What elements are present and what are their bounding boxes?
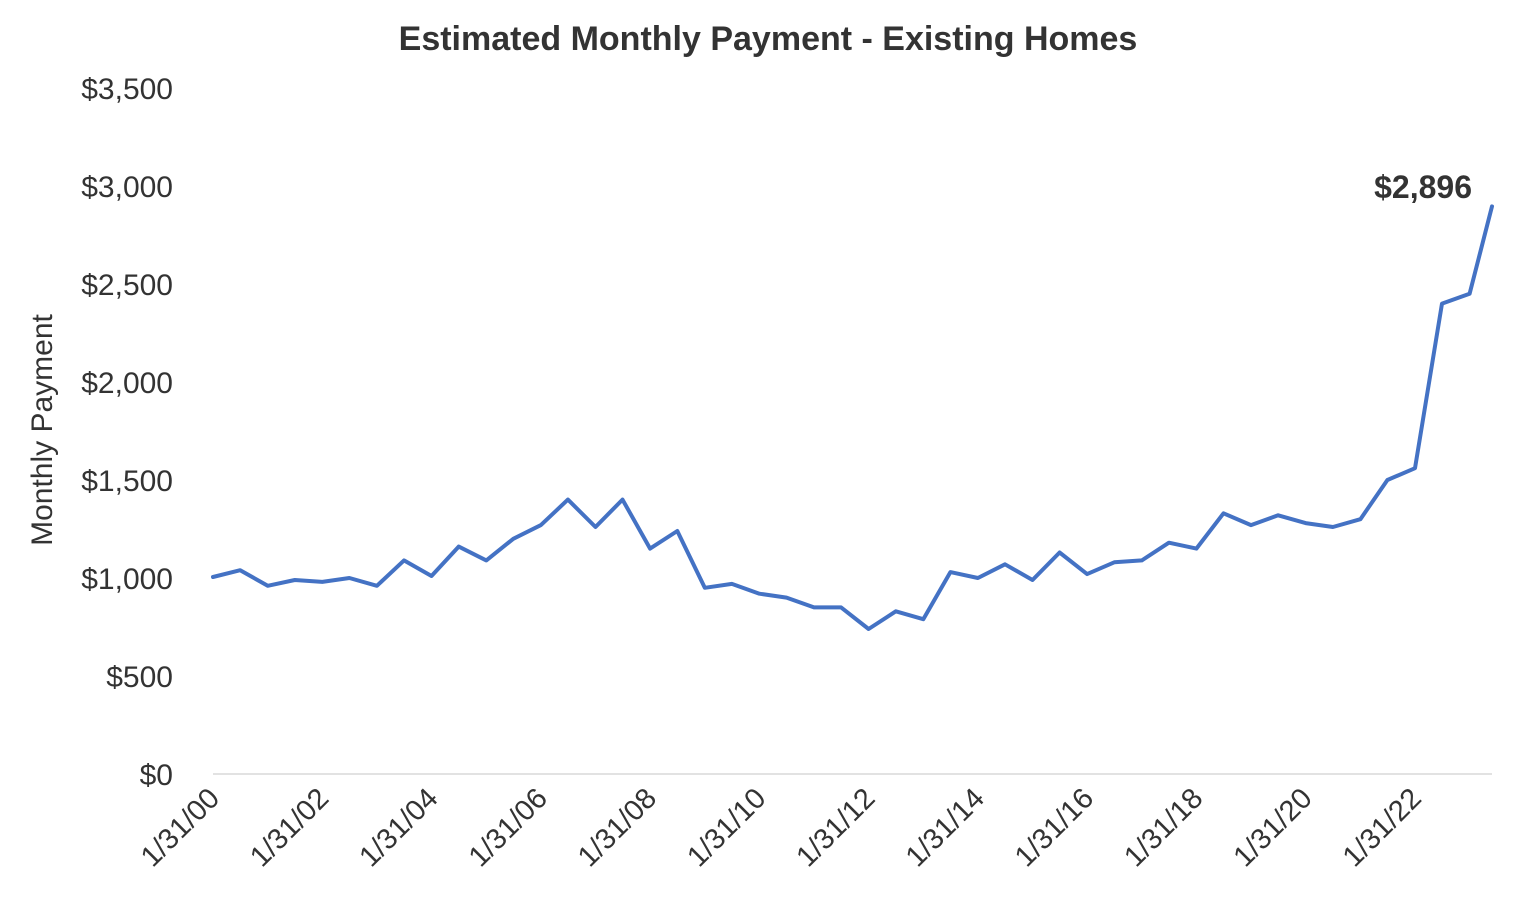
y-tick-label: $2,000: [81, 367, 173, 400]
x-tick-label: 1/31/04: [353, 782, 444, 873]
y-axis-label: Monthly Payment: [26, 313, 59, 545]
last-value-label: $2,896: [1374, 169, 1472, 205]
y-tick-label: $3,500: [81, 73, 173, 106]
y-axis-ticks: $0 $500 $1,000 $1,500 $2,000 $2,500 $3,000 $3,5…: [81, 73, 173, 792]
y-tick-label: $500: [106, 661, 173, 694]
x-tick-label: 1/31/14: [900, 782, 991, 873]
x-tick-label: 1/31/02: [244, 782, 335, 873]
x-axis-ticks: 1/31/00 1/31/02 1/31/04 1/31/06 1/31/08 1/31/…: [135, 782, 1428, 873]
x-tick-label: 1/31/12: [790, 782, 881, 873]
x-tick-label: 1/31/18: [1118, 782, 1209, 873]
x-tick-label: 1/31/06: [463, 782, 554, 873]
x-tick-label: 1/31/10: [681, 782, 772, 873]
x-tick-label: 1/31/20: [1228, 782, 1319, 873]
y-tick-label: $0: [140, 759, 173, 792]
y-tick-label: $1,500: [81, 465, 173, 498]
x-tick-label: 1/31/22: [1337, 782, 1428, 873]
series-line: [211, 204, 1494, 631]
x-tick-label: 1/31/16: [1009, 782, 1100, 873]
y-tick-label: $3,000: [81, 171, 173, 204]
x-tick-label: 1/31/00: [135, 782, 226, 873]
chart-title: Estimated Monthly Payment - Existing Hom…: [399, 20, 1138, 58]
y-tick-label: $2,500: [81, 269, 173, 302]
y-tick-label: $1,000: [81, 563, 173, 596]
x-tick-label: 1/31/08: [572, 782, 663, 873]
